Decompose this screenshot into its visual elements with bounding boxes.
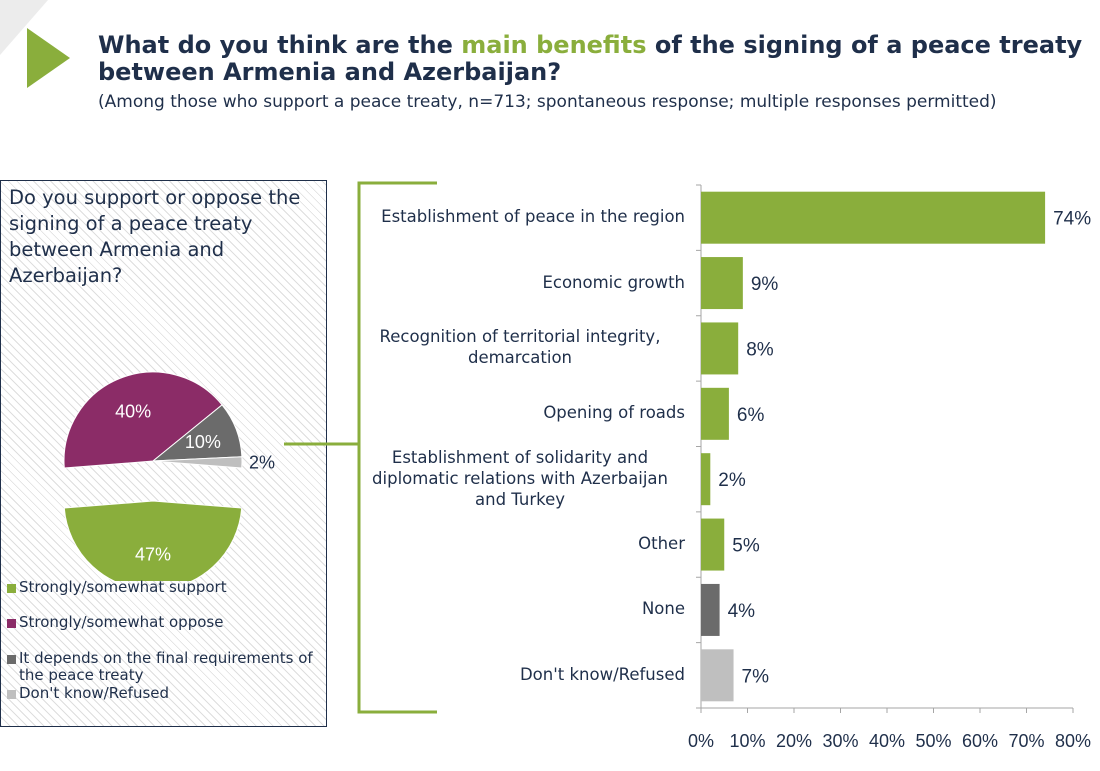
- category-label-line: and Turkey: [475, 489, 565, 509]
- x-tick-label: 80%: [1055, 731, 1091, 751]
- category-label-line: Establishment of peace in the region: [381, 207, 685, 227]
- bar: [701, 191, 1046, 244]
- title-text-start: What do you think are the: [98, 31, 462, 59]
- corner-triangle-icon: [0, 0, 70, 88]
- legend-swatch: [7, 655, 16, 664]
- bar: [701, 518, 725, 571]
- legend-item-oppose: Strongly/somewhat oppose: [7, 614, 325, 631]
- bar-value-label: 6%: [737, 405, 765, 426]
- category-label-line: None: [641, 599, 685, 619]
- category-label: Opening of roads: [355, 402, 685, 423]
- x-tick-label: 40%: [869, 731, 905, 751]
- category-label-line: Opening of roads: [543, 403, 685, 423]
- category-label: Other: [355, 533, 685, 554]
- legend-swatch: [7, 584, 16, 593]
- category-label: Establishment of solidarity and diplomati…: [355, 447, 685, 510]
- category-label: Recognition of territorial integrity, dem…: [355, 326, 685, 368]
- title-text-end: of the signing of a peace treaty between…: [98, 31, 1083, 86]
- bar-value-label: 4%: [728, 601, 756, 622]
- category-label: Economic growth: [355, 272, 685, 293]
- pie-slice: [152, 456, 243, 469]
- bracket-connector: [357, 181, 437, 714]
- pie-slice: [63, 500, 243, 581]
- bar: [701, 387, 729, 440]
- legend-swatch: [7, 619, 16, 628]
- title-accent: main benefits: [461, 31, 647, 59]
- x-tick-label: 20%: [776, 731, 812, 751]
- pie-slice-label: 10%: [185, 432, 221, 452]
- category-label-line: Don't know/Refused: [519, 664, 685, 684]
- pie-slice: [63, 371, 223, 469]
- panel-question: Do you support or oppose the signing of …: [9, 186, 301, 287]
- category-label-line: Economic growth: [542, 272, 685, 292]
- legend-item-dont-know: Don't know/Refused: [7, 685, 325, 702]
- bar-value-label: 74%: [1053, 209, 1091, 230]
- bar-value-label: 7%: [742, 666, 770, 687]
- bar-value-label: 5%: [732, 536, 760, 557]
- legend-label: Don't know/Refused: [19, 684, 170, 702]
- legend-label: Strongly/somewhat oppose: [19, 613, 224, 631]
- x-tick-label: 0%: [688, 731, 714, 751]
- category-label-line: Other: [638, 534, 685, 554]
- page-subtitle: (Among those who support a peace treaty,…: [98, 92, 997, 112]
- x-tick-label: 10%: [729, 731, 765, 751]
- bar: [701, 453, 711, 506]
- pie-slice-label: 47%: [135, 544, 171, 564]
- bar-value-label: 8%: [746, 339, 774, 360]
- bar: [701, 322, 739, 375]
- bar-value-label: 9%: [751, 274, 779, 295]
- legend-item-depends: It depends on the final requirements of …: [7, 650, 325, 684]
- bar: [701, 257, 743, 310]
- category-label-line: diplomatic relations with Azerbaijan: [372, 468, 668, 488]
- bar: [701, 583, 720, 636]
- support-oppose-panel: Do you support or oppose the signing of …: [0, 180, 327, 727]
- legend-label: It depends on the final requirements of …: [19, 649, 313, 684]
- category-label: Don't know/Refused: [355, 664, 685, 685]
- pie-chart: 47% 40% 10% 2%: [63, 371, 275, 581]
- pie-slice-label: 40%: [115, 401, 151, 421]
- bar: [701, 649, 734, 702]
- legend-swatch: [7, 690, 16, 699]
- category-label: Establishment of peace in the region: [355, 206, 685, 227]
- header: What do you think are the main benefits …: [98, 32, 1088, 113]
- legend-label: Strongly/somewhat support: [19, 578, 227, 596]
- legend-item-support: Strongly/somewhat support: [7, 579, 325, 596]
- category-label-line: demarcation: [467, 348, 573, 368]
- category-label: None: [355, 598, 685, 619]
- pie-slice-label: 2%: [249, 453, 275, 473]
- x-tick-label: 50%: [915, 731, 951, 751]
- bar-value-label: 2%: [718, 470, 746, 491]
- x-tick-label: 60%: [962, 731, 998, 751]
- page-title: What do you think are the main benefits …: [98, 32, 1088, 86]
- x-tick-label: 30%: [822, 731, 858, 751]
- category-label-line: Recognition of territorial integrity,: [379, 327, 661, 347]
- x-tick-label: 70%: [1008, 731, 1044, 751]
- category-label-line: Establishment of solidarity and: [391, 447, 649, 467]
